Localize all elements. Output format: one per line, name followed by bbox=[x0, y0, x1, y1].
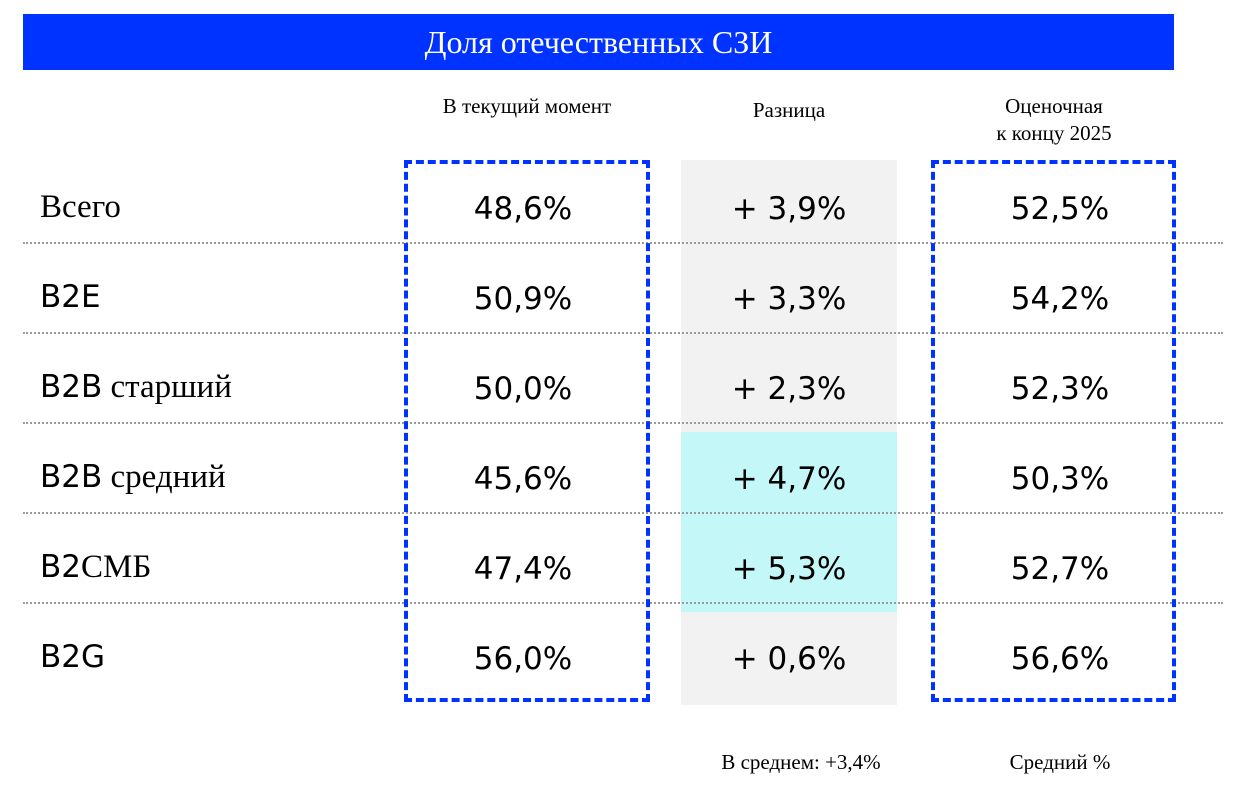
cell-diff: + 3,9% bbox=[731, 191, 847, 227]
cell-forecast: 56,6% bbox=[1010, 641, 1110, 677]
diff-cell-background bbox=[681, 612, 897, 705]
current-column-frame bbox=[404, 160, 650, 702]
column-header-diff-text: Разница bbox=[752, 98, 826, 122]
row-divider bbox=[23, 242, 1223, 244]
column-header-forecast-line1: Оценочная bbox=[1005, 94, 1103, 118]
cell-diff: + 4,7% bbox=[731, 461, 847, 497]
row-label-name: Всего bbox=[40, 189, 121, 225]
diff-cell-background bbox=[681, 252, 897, 342]
row-label: B2СМБ bbox=[40, 549, 151, 586]
row-divider bbox=[23, 602, 1223, 604]
cell-forecast: 52,3% bbox=[1010, 371, 1110, 407]
cell-forecast: 52,5% bbox=[1010, 191, 1110, 227]
column-header-current-text: В текущий момент bbox=[442, 94, 612, 118]
row-divider bbox=[23, 332, 1223, 334]
title-bar: Доля отечественных СЗИ bbox=[23, 14, 1174, 70]
cell-current: 48,6% bbox=[473, 191, 573, 227]
row-label-name: средний bbox=[102, 459, 226, 495]
cell-forecast: 50,3% bbox=[1010, 461, 1110, 497]
row-label-code: B2B bbox=[40, 459, 103, 495]
column-header-forecast-line2: к концу 2025 bbox=[996, 121, 1112, 145]
row-label: B2G bbox=[40, 639, 105, 676]
table-title: Доля отечественных СЗИ bbox=[424, 23, 773, 60]
cell-forecast: 54,2% bbox=[1010, 281, 1110, 317]
cell-forecast: 52,7% bbox=[1010, 551, 1110, 587]
row-label-name: старший bbox=[102, 369, 232, 405]
row-label: B2E bbox=[40, 279, 101, 316]
row-divider bbox=[23, 422, 1223, 424]
forecast-column-frame bbox=[931, 160, 1176, 702]
cell-current: 56,0% bbox=[473, 641, 573, 677]
column-header-current: В текущий момент bbox=[403, 93, 651, 120]
cell-current: 50,9% bbox=[473, 281, 573, 317]
column-header-forecast: Оценочная к концу 2025 bbox=[930, 93, 1178, 147]
diff-cell-background bbox=[681, 342, 897, 432]
cell-current: 45,6% bbox=[473, 461, 573, 497]
diff-average: В среднем: +3,4% bbox=[721, 750, 881, 774]
row-label-code: B2E bbox=[40, 279, 101, 315]
row-divider bbox=[23, 512, 1223, 514]
column-header-diff: Разница bbox=[681, 97, 897, 124]
cell-diff: + 5,3% bbox=[731, 551, 847, 587]
row-label-name: СМБ bbox=[81, 549, 152, 585]
diff-cell-background bbox=[681, 160, 897, 252]
row-label: B2B старший bbox=[40, 369, 232, 406]
cell-current: 47,4% bbox=[473, 551, 573, 587]
cell-diff: + 3,3% bbox=[731, 281, 847, 317]
cell-diff: + 2,3% bbox=[731, 371, 847, 407]
cell-diff: + 0,6% bbox=[731, 641, 847, 677]
cell-current: 50,0% bbox=[473, 371, 573, 407]
row-label-code: B2B bbox=[40, 369, 103, 405]
row-label-code: B2G bbox=[40, 639, 106, 675]
row-label-code: B2 bbox=[40, 549, 81, 585]
diff-cell-background bbox=[681, 522, 897, 612]
forecast-average: Средний % bbox=[1009, 750, 1111, 774]
row-label: B2B средний bbox=[40, 459, 226, 496]
row-label: Всего bbox=[40, 189, 121, 226]
diff-cell-background bbox=[681, 432, 897, 522]
